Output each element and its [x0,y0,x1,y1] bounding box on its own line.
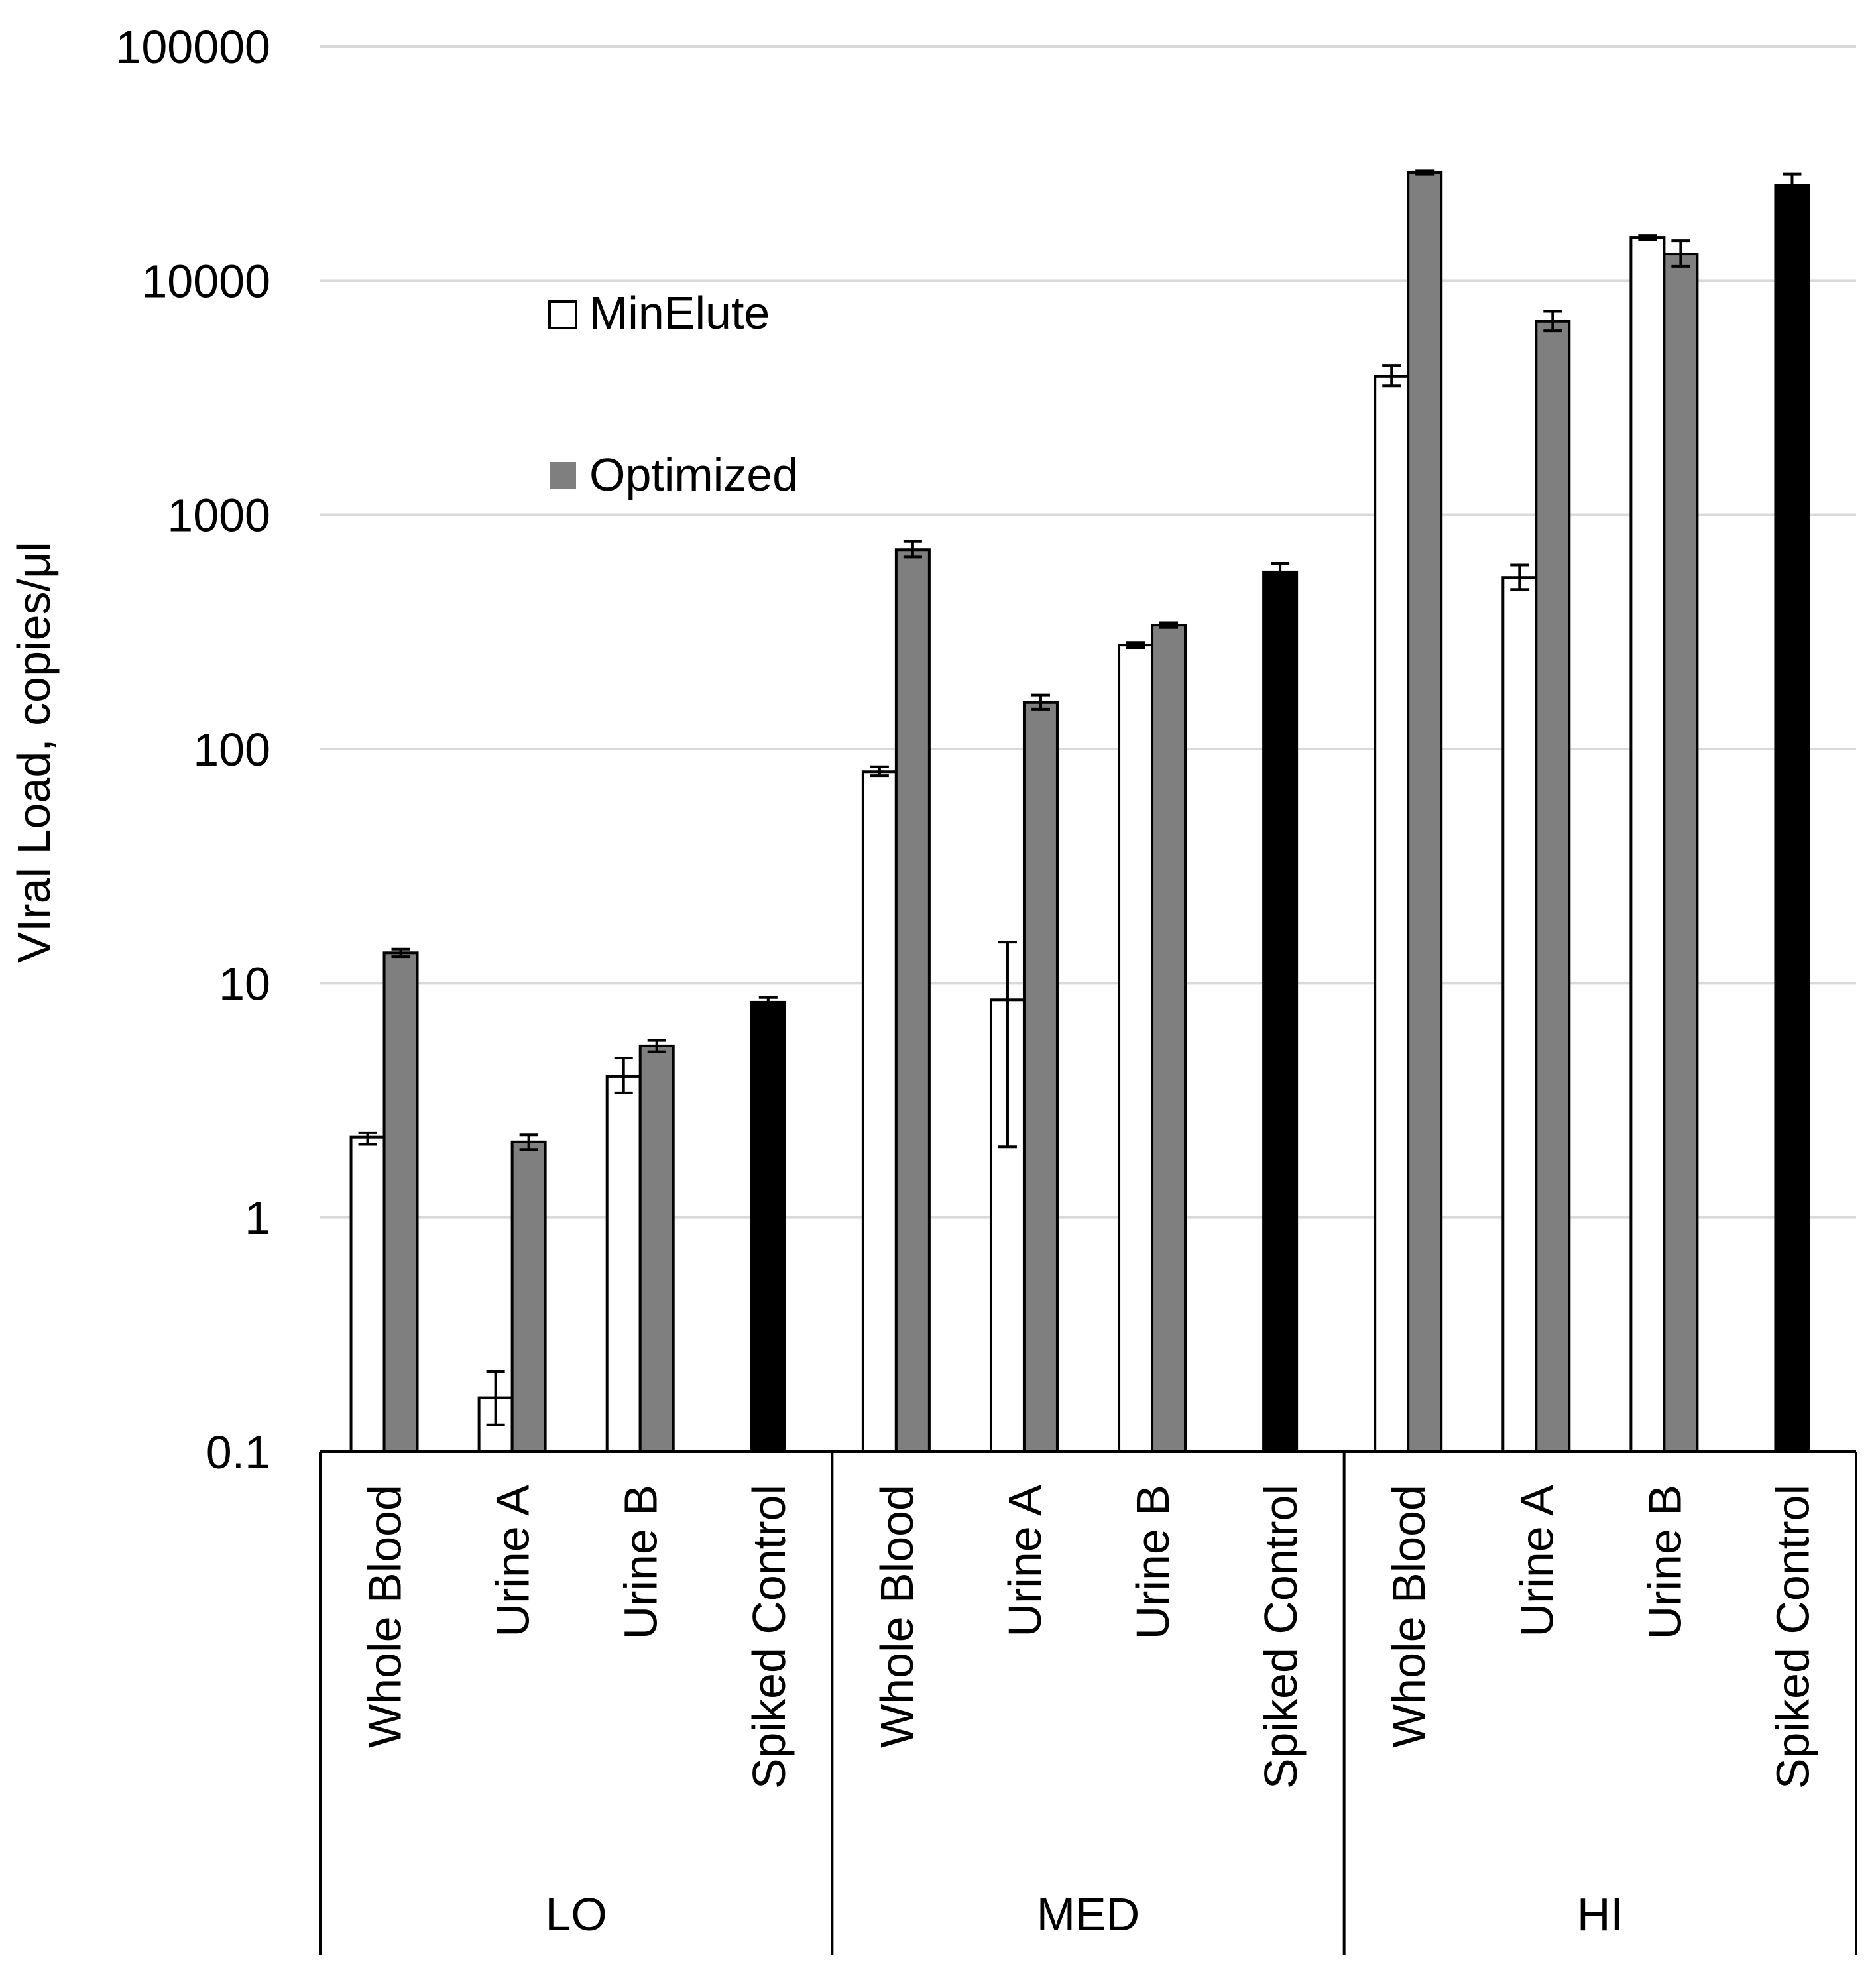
bar-optimized [510,1140,547,1453]
bar-optimized [1535,320,1571,1454]
category-label: Urine B [615,1485,667,1639]
category-label: Whole Blood [871,1485,923,1748]
legend-minelute-swatch [548,300,577,329]
y-tick-label: 0.1 [206,1426,270,1478]
y-tick-label: 100000 [115,21,270,73]
category-label: Spiked Control [1255,1485,1307,1789]
bar-minelute [605,1075,642,1454]
legend: MinElute Optimized [548,287,798,500]
category-label: Urine A [999,1485,1051,1637]
y-tick-label: 10 [219,958,270,1010]
category-label: Urine B [1639,1485,1690,1639]
bar-control [750,1000,786,1454]
bar-minelute [1501,576,1538,1454]
category-label: Spiked Control [1767,1485,1818,1789]
gridlines [320,45,1856,1219]
category-label: Urine A [1511,1485,1562,1637]
bar-minelute [1118,644,1154,1454]
axes [319,1450,1857,1955]
legend-optimized-swatch [550,462,576,489]
bar-control [1774,184,1810,1454]
group-label: HI [1577,1889,1623,1940]
legend-optimized-label: Optimized [589,449,798,500]
category-label: Urine A [487,1485,539,1637]
labels: 100000 10000 1000 100 10 1 0.1 Whole Blood Urine… [115,21,1818,1940]
bar-optimized [1022,701,1059,1453]
bar-optimized [1663,253,1699,1453]
bar-control [1262,570,1299,1453]
legend-minelute-label: MinElute [589,287,770,339]
group-label: LO [545,1889,607,1940]
bar-optimized [382,951,419,1454]
category-label: Whole Blood [359,1485,411,1748]
bars [349,169,1810,1454]
bar-minelute [1629,236,1666,1453]
category-label: Urine B [1127,1485,1179,1639]
y-tick-label: 1 [245,1192,270,1244]
bar-optimized [1407,170,1443,1453]
y-tick-label: 100 [193,724,270,776]
category-label: Whole Blood [1383,1485,1435,1748]
bar-minelute [349,1135,386,1454]
y-tick-label: 10000 [141,255,270,307]
category-label: Spiked Control [743,1485,795,1789]
bar-optimized [1151,624,1187,1453]
y-tick-label: 1000 [167,490,270,542]
bar-optimized [638,1044,675,1454]
bar-minelute [1374,375,1410,1453]
bar-optimized [894,548,931,1453]
y-axis-title: VIral Load, copies/μl [8,542,60,963]
group-label: MED [1037,1889,1140,1940]
bar-minelute [861,770,898,1453]
